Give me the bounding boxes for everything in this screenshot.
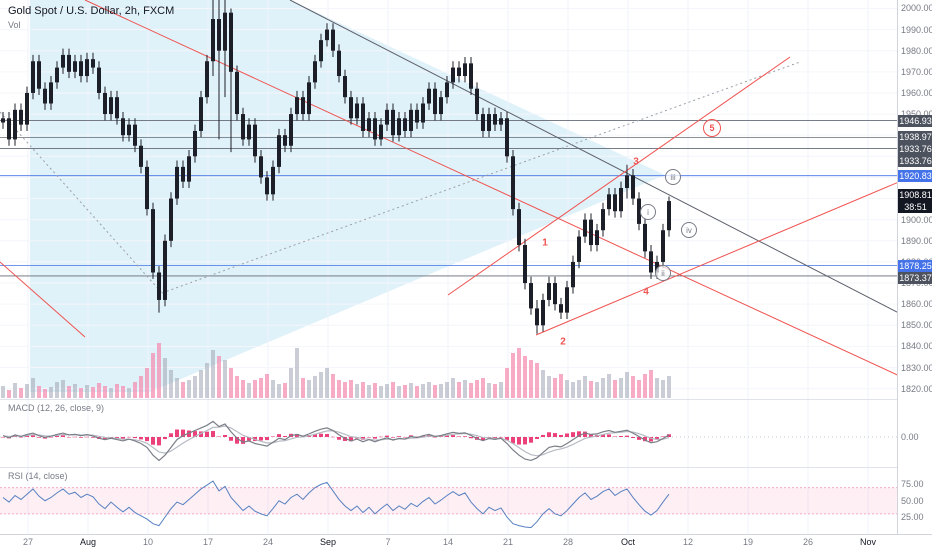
trend-line	[0, 111, 163, 294]
rsi-axis-value: 50.00	[901, 495, 924, 506]
time-tick-label[interactable]: Aug	[79, 537, 97, 547]
volume-indicator-label[interactable]: Vol	[8, 20, 21, 30]
rsi-band	[0, 487, 897, 514]
time-tick-label[interactable]: 21	[502, 537, 514, 547]
rsi-indicator-label[interactable]: RSI (14, close)	[8, 471, 68, 481]
time-tick-label[interactable]: 17	[202, 537, 214, 547]
time-tick-label[interactable]: 19	[742, 537, 754, 547]
price-level-label[interactable]: 1873.37	[898, 271, 932, 284]
price-tick: 1820.00	[901, 383, 932, 394]
pane-separator-macd[interactable]	[0, 399, 932, 400]
pattern-shading	[30, 0, 665, 392]
candlestick-series	[1, 0, 671, 334]
rsi-axis-value: 25.00	[901, 512, 924, 523]
chart-canvas[interactable]	[0, 0, 897, 534]
price-tick: 1900.00	[901, 214, 932, 225]
price-tick: 1980.00	[901, 45, 932, 56]
price-tick: 1890.00	[901, 235, 932, 246]
time-tick-label[interactable]: Sep	[319, 537, 337, 547]
price-tick: 1950.00	[901, 109, 932, 119]
price-tick: 1840.00	[901, 341, 932, 352]
price-tick: 1960.00	[901, 87, 932, 98]
trend-line	[289, 0, 897, 313]
trend-line	[161, 61, 801, 294]
price-level-label[interactable]: 1878.25	[898, 259, 932, 272]
price-level-label[interactable]: 1938.97	[898, 131, 932, 144]
trend-line	[535, 182, 897, 336]
time-tick-label[interactable]: 14	[442, 537, 454, 547]
price-tick: 1860.00	[901, 299, 932, 310]
trend-line	[0, 261, 86, 338]
time-axis[interactable]: 27 Aug 10 17 24 Sep 7 14 21 28 Oct 12 19 26 Nov	[0, 534, 932, 550]
time-tick-label[interactable]: 28	[562, 537, 574, 547]
time-tick-label[interactable]: Oct	[620, 537, 636, 547]
price-level-label[interactable]: 1920.83	[898, 169, 932, 182]
last-price-label[interactable]: 1908.81 38:51	[898, 189, 932, 214]
macd-line	[2, 420, 670, 462]
time-tick-label[interactable]: Nov	[859, 537, 877, 547]
price-level-label[interactable]: 1946.93	[898, 114, 932, 127]
time-tick-label[interactable]: 27	[22, 537, 34, 547]
trend-line	[84, 0, 897, 376]
price-tick: 1990.00	[901, 24, 932, 35]
trend-line	[447, 56, 791, 296]
price-tick: 2000.00	[901, 3, 932, 14]
rsi-axis-value: 75.00	[901, 479, 924, 490]
price-tick: 1850.00	[901, 320, 932, 331]
price-tick: 1970.00	[901, 66, 932, 77]
time-tick-label[interactable]: 26	[802, 537, 814, 547]
price-level-label[interactable]: 1933.76	[898, 155, 932, 168]
time-tick-label[interactable]: 12	[682, 537, 694, 547]
price-level-label[interactable]: 1933.76	[898, 143, 932, 156]
rsi-line	[2, 480, 670, 529]
macd-signal-line	[2, 425, 670, 457]
time-tick-label[interactable]: 7	[385, 537, 391, 547]
price-tick: 1830.00	[901, 362, 932, 373]
time-tick-label[interactable]: 10	[142, 537, 154, 547]
countdown-label: 38:51	[898, 201, 932, 214]
symbol-legend: Gold Spot / U.S. Dollar, 2h, FXCM Vol	[8, 5, 174, 30]
price-axis[interactable]: 2000.00 1990.00 1980.00 1970.00 1960.00 1950.…	[897, 0, 932, 534]
time-tick-label[interactable]: 24	[262, 537, 274, 547]
macd-axis-value: 0.00	[901, 432, 919, 442]
volume-series	[1, 343, 671, 398]
pane-separator-rsi[interactable]	[0, 467, 932, 468]
macd-indicator-label[interactable]: MACD (12, 26, close, 9)	[8, 403, 105, 413]
symbol-title[interactable]: Gold Spot / U.S. Dollar, 2h, FXCM	[8, 5, 175, 17]
